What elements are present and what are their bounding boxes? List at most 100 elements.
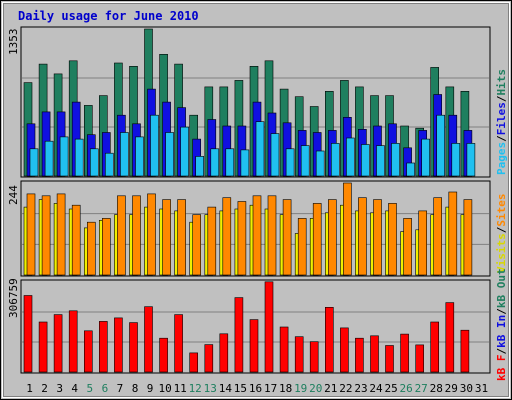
chart-frame-shadow: [3, 3, 509, 397]
day-label: 30: [460, 382, 473, 395]
day-label: 31: [475, 382, 488, 395]
kbytes-bar-kbytes: [324, 306, 334, 373]
kbytes-bar-kbytes: [38, 321, 48, 373]
legend-entry: /: [495, 348, 508, 355]
visits-bar-sites: [162, 199, 171, 276]
visits-bar-sites: [463, 199, 473, 276]
hits-bar-pages: [270, 133, 280, 177]
kbytes-bar-kbytes: [234, 297, 244, 373]
day-label: 20: [309, 382, 322, 395]
kbytes-bar-kbytes: [204, 344, 214, 373]
visits-bar-sites: [433, 197, 443, 276]
hits-bar-pages: [74, 138, 84, 177]
kbytes-bar-kbytes: [219, 333, 229, 373]
day-label: 16: [249, 382, 262, 395]
kbytes-ymax-label: 306759: [7, 278, 20, 318]
legend-entry: kB In: [495, 315, 508, 348]
hits-bar-pages: [150, 114, 159, 177]
day-label: 24: [369, 382, 383, 395]
day-label: 3: [56, 382, 63, 395]
visits-bar-sites: [117, 195, 126, 276]
visits-bar-sites: [102, 218, 111, 276]
legend-entry: kB F: [495, 355, 508, 382]
day-label: 10: [158, 382, 171, 395]
kbytes-bar-kbytes: [400, 333, 409, 373]
day-label: 17: [264, 382, 277, 395]
day-label: 11: [174, 382, 187, 395]
hits-bar-pages: [44, 140, 54, 177]
visits-bar-sites: [418, 210, 428, 276]
visits-bar-sites: [327, 199, 337, 276]
visits-bar-sites: [297, 218, 307, 276]
hits-bar-pages: [59, 136, 69, 177]
day-label: 22: [339, 382, 352, 395]
visits-bar-sites: [41, 195, 51, 276]
panel-kbytes: [20, 279, 491, 374]
hits-bar-pages: [165, 132, 174, 177]
kbytes-bar-kbytes: [23, 295, 33, 373]
hits-bar-pages: [240, 149, 250, 177]
visits-bar-sites: [343, 182, 352, 276]
kbytes-bar-kbytes: [264, 281, 274, 373]
visits-bar-sites: [87, 221, 96, 276]
visits-bar-sites: [71, 204, 81, 276]
hits-bar-pages: [315, 150, 325, 177]
kbytes-bar-kbytes: [53, 314, 63, 373]
visits-bar-sites: [192, 214, 201, 276]
day-label: 8: [132, 382, 139, 395]
visits-bar-sites: [448, 191, 458, 276]
visits-bar-sites: [312, 203, 322, 276]
hits-bar-pages: [255, 121, 265, 177]
visits-ymax-label: 244: [7, 185, 20, 205]
legend-kbytes: kB F/kB In/kB Out: [495, 268, 508, 381]
visits-bar-sites: [373, 199, 382, 276]
kbytes-bar-kbytes: [294, 336, 304, 373]
hits-bar-pages: [330, 143, 340, 177]
hits-bar-pages: [29, 148, 39, 177]
visits-bar-sites: [132, 195, 141, 276]
legend-entry: Sites: [495, 194, 508, 227]
hits-bar-pages: [225, 148, 235, 177]
day-label: 6: [102, 382, 109, 395]
visits-bar-sites: [388, 203, 397, 276]
kbytes-bar-kbytes: [99, 321, 108, 373]
hits-bar-pages: [346, 137, 355, 177]
kbytes-bar-kbytes: [174, 314, 183, 373]
visits-bar-sites: [177, 199, 186, 276]
hits-bar-pages: [90, 148, 99, 177]
visits-bar-sites: [237, 201, 247, 276]
day-label: 4: [71, 382, 78, 395]
visits-bar-sites: [403, 218, 412, 276]
visits-bar-sites: [252, 195, 262, 276]
kbytes-bar-kbytes: [68, 310, 78, 373]
kbytes-bar-kbytes: [430, 321, 440, 373]
day-label: 28: [430, 382, 443, 395]
day-label: 12: [189, 382, 202, 395]
panel-hits-bars: [23, 28, 476, 177]
hits-bar-pages: [466, 143, 476, 177]
visits-bar-sites: [26, 193, 36, 276]
visits-bar-sites: [207, 206, 217, 276]
day-label: 25: [384, 382, 397, 395]
kbytes-bar-kbytes: [279, 326, 289, 373]
day-label: 19: [294, 382, 307, 395]
legend-entry: /: [495, 226, 508, 233]
legend-entry: /: [495, 135, 508, 142]
hits-bar-pages: [361, 144, 370, 177]
hits-bar-pages: [135, 136, 144, 177]
panel-visits: [20, 180, 491, 277]
day-label: 26: [399, 382, 412, 395]
hits-bar-pages: [195, 156, 204, 177]
day-label: 13: [204, 382, 217, 395]
kbytes-bar-kbytes: [129, 322, 138, 373]
day-label: 2: [41, 382, 48, 395]
kbytes-bar-kbytes: [340, 327, 349, 373]
legend-entry: Pages: [495, 142, 508, 175]
visits-bar-sites: [267, 195, 277, 276]
legend-visits: Visits/Sites: [495, 194, 508, 274]
day-label: 27: [415, 382, 428, 395]
day-label: 15: [234, 382, 247, 395]
hits-bar-pages: [421, 138, 431, 177]
hits-bar-pages: [120, 132, 129, 177]
